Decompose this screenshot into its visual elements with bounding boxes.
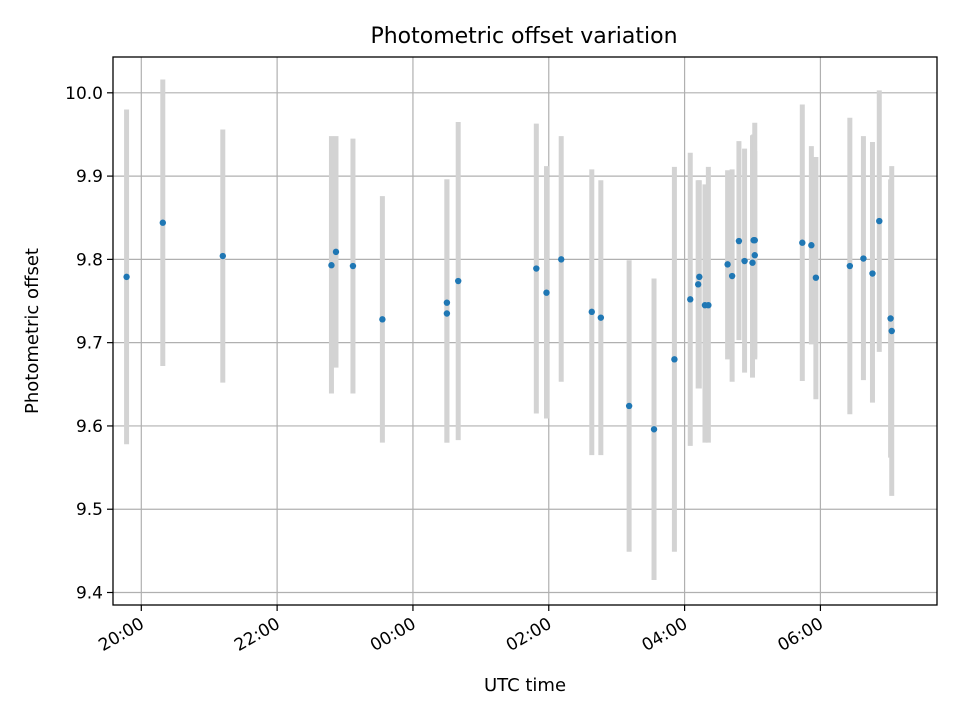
data-point bbox=[735, 237, 743, 245]
data-point bbox=[705, 301, 712, 309]
chart-title: Photometric offset variation bbox=[370, 24, 677, 49]
data-point bbox=[846, 262, 854, 270]
x-tick-label: 06:00 bbox=[774, 614, 826, 656]
y-tick-label: 10.0 bbox=[65, 84, 103, 104]
plot-frame bbox=[112, 56, 938, 606]
data-point bbox=[588, 308, 595, 316]
x-axis-ticks: 20:00 22:00 00:00 02:00 04:00 06:00 bbox=[95, 605, 827, 656]
data-point bbox=[749, 259, 756, 266]
data-point bbox=[159, 219, 167, 226]
data-point bbox=[724, 261, 731, 268]
data-point bbox=[379, 316, 386, 323]
data-point bbox=[887, 315, 894, 322]
data-point bbox=[123, 273, 130, 281]
data-point bbox=[328, 262, 335, 269]
data-point bbox=[808, 242, 815, 249]
data-point bbox=[888, 327, 895, 335]
x-tick-label: 00:00 bbox=[367, 614, 419, 656]
y-tick-label: 9.5 bbox=[76, 500, 103, 520]
y-tick-label: 9.4 bbox=[76, 584, 103, 604]
x-tick-label: 22:00 bbox=[231, 614, 283, 656]
data-point bbox=[728, 272, 736, 280]
data-points bbox=[123, 217, 895, 433]
x-tick-label: 20:00 bbox=[95, 614, 147, 656]
y-axis-label: Photometric offset bbox=[22, 248, 43, 414]
errorbars bbox=[124, 79, 895, 581]
data-point bbox=[558, 256, 565, 263]
data-point bbox=[597, 314, 605, 321]
y-axis-ticks: 9.4 9.5 9.6 9.7 9.8 9.9 10.0 bbox=[65, 84, 113, 604]
y-tick-label: 9.8 bbox=[76, 250, 103, 270]
data-point bbox=[751, 237, 758, 244]
x-tick-label: 04:00 bbox=[639, 614, 691, 656]
data-point bbox=[694, 281, 702, 288]
data-point bbox=[455, 277, 462, 285]
y-tick-label: 9.9 bbox=[76, 167, 103, 187]
data-point bbox=[650, 426, 658, 433]
data-point bbox=[443, 310, 451, 317]
data-point bbox=[219, 252, 226, 260]
data-point bbox=[876, 217, 883, 225]
grid bbox=[113, 57, 937, 605]
data-point bbox=[543, 289, 550, 296]
data-point bbox=[687, 296, 694, 303]
x-tick-label: 02:00 bbox=[503, 614, 555, 656]
y-tick-label: 9.7 bbox=[76, 334, 103, 354]
x-axis-label: UTC time bbox=[484, 675, 566, 696]
data-point bbox=[349, 262, 357, 270]
data-point bbox=[332, 248, 340, 256]
data-point bbox=[443, 299, 451, 306]
y-tick-label: 9.6 bbox=[76, 417, 103, 437]
data-point bbox=[625, 402, 633, 410]
data-point bbox=[671, 356, 678, 363]
data-point bbox=[799, 239, 806, 246]
data-point bbox=[533, 265, 540, 272]
data-point bbox=[869, 270, 876, 277]
data-point bbox=[751, 252, 758, 259]
data-point bbox=[812, 274, 820, 281]
data-point bbox=[741, 257, 748, 265]
data-point bbox=[860, 255, 867, 262]
data-point bbox=[696, 273, 703, 281]
